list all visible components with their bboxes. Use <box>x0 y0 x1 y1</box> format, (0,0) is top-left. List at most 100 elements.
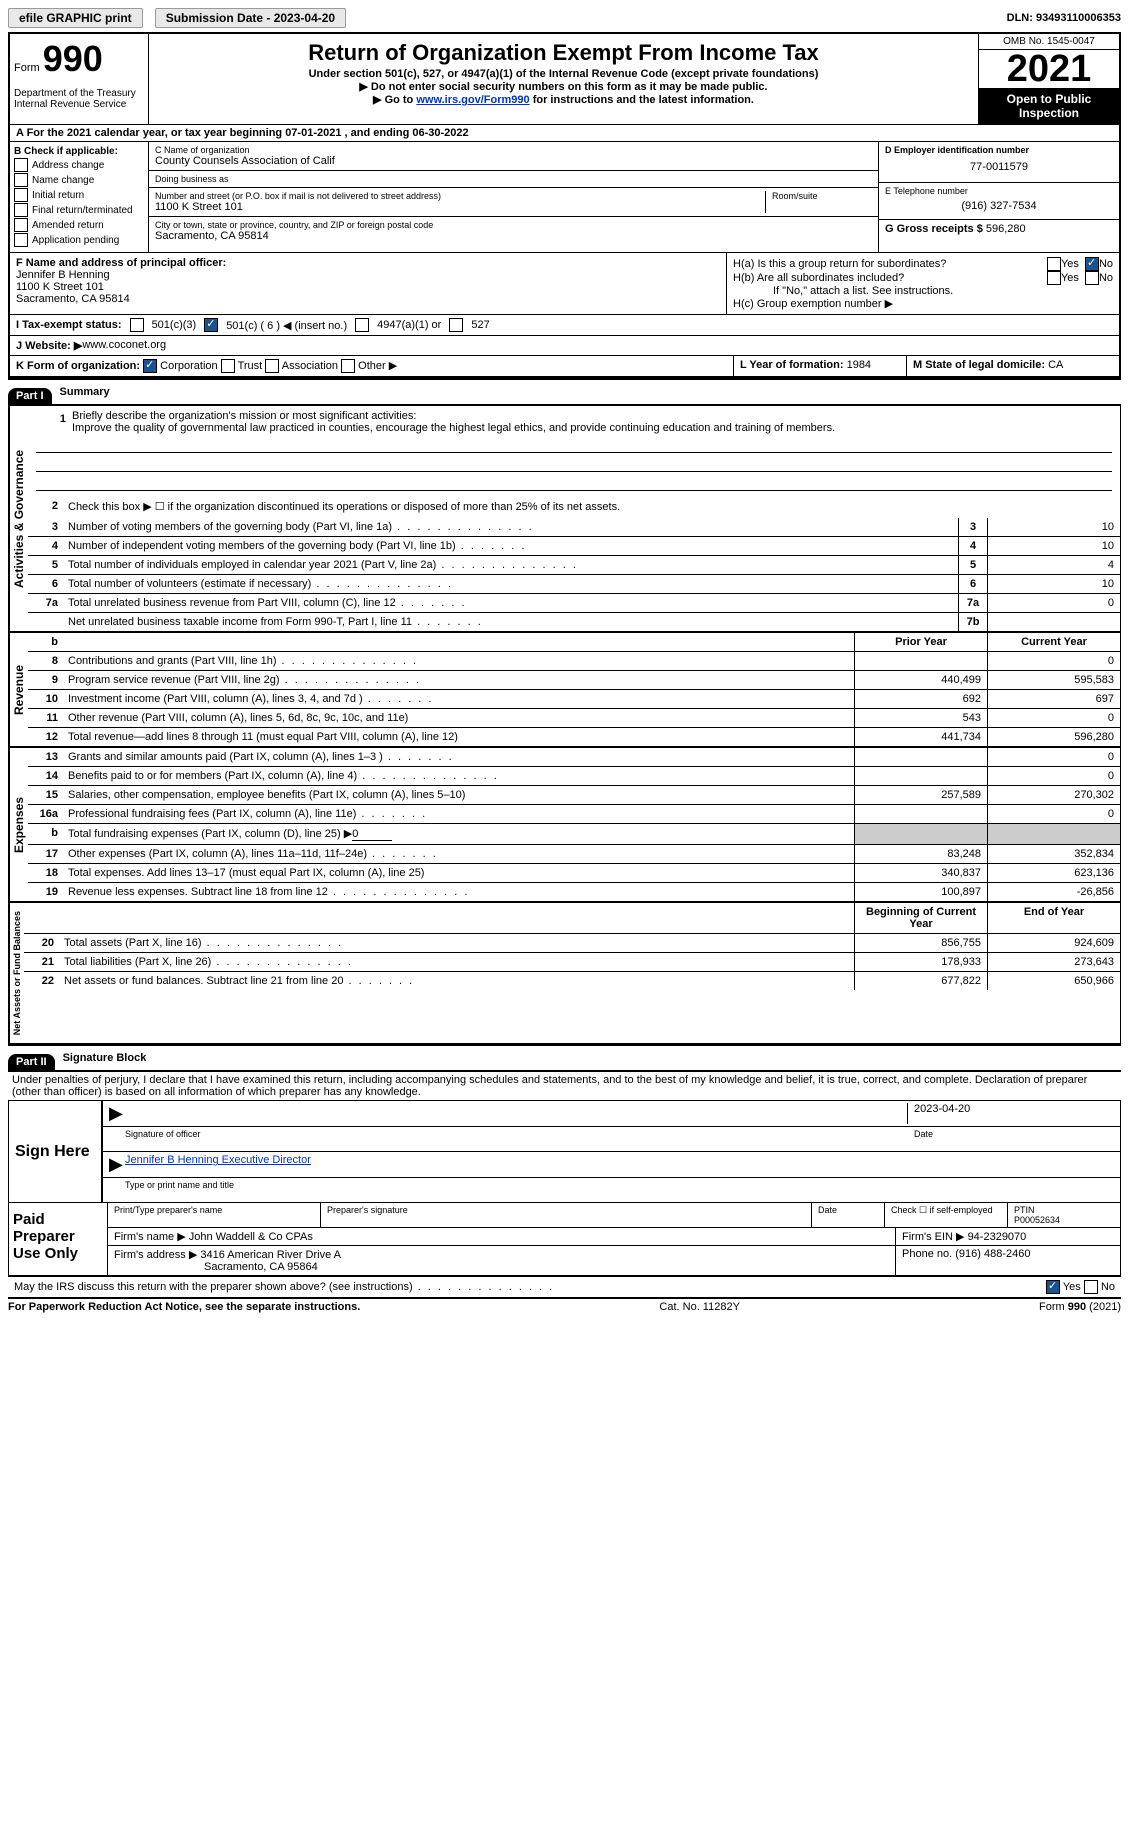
col-begin: Beginning of Current Year <box>854 903 987 933</box>
l14-prior <box>854 767 987 785</box>
header-bar: efile GRAPHIC print Submission Date - 20… <box>8 8 1121 28</box>
l16a-prior <box>854 805 987 823</box>
l14-desc: Benefits paid to or for members (Part IX… <box>64 767 854 785</box>
l6-box: 6 <box>958 575 987 593</box>
cb-initial-return[interactable] <box>14 188 28 202</box>
signer-name[interactable]: Jennifer B Henning Executive Director <box>125 1154 311 1166</box>
l16a-curr: 0 <box>987 805 1120 823</box>
part1-tag: Part I <box>8 388 52 404</box>
ha-label: H(a) Is this a group return for subordin… <box>733 258 1047 270</box>
l20-desc: Total assets (Part X, line 16) <box>60 934 854 952</box>
activities-section: Activities & Governance 1 Briefly descri… <box>8 404 1121 632</box>
l7a-box: 7a <box>958 594 987 612</box>
discuss-yes: Yes <box>1063 1281 1081 1293</box>
cb-527[interactable] <box>449 318 463 332</box>
l18-prior: 340,837 <box>854 864 987 882</box>
vlabel-netassets: Net Assets or Fund Balances <box>9 903 24 1043</box>
arrow-icon: ▶ <box>109 1154 125 1175</box>
discuss-no-cb[interactable] <box>1084 1280 1098 1294</box>
discuss-yes-cb[interactable] <box>1046 1280 1060 1294</box>
l15-prior: 257,589 <box>854 786 987 804</box>
l15-desc: Salaries, other compensation, employee b… <box>64 786 854 804</box>
signature-section: Sign Here ▶ 2023-04-20 Signature of offi… <box>8 1100 1121 1276</box>
vlabel-activities: Activities & Governance <box>9 406 28 631</box>
ha-no-cb[interactable] <box>1085 257 1099 271</box>
l16a-desc: Professional fundraising fees (Part IX, … <box>64 805 854 823</box>
cb-501c3[interactable] <box>130 318 144 332</box>
firm-addr-label: Firm's address ▶ <box>114 1249 197 1261</box>
l4-box: 4 <box>958 537 987 555</box>
cb-final-return[interactable] <box>14 203 28 217</box>
firm-ein: 94-2329070 <box>968 1231 1027 1243</box>
ptin-value: P00052634 <box>1014 1215 1060 1225</box>
city-value: Sacramento, CA 95814 <box>155 230 872 242</box>
l6-desc: Total number of volunteers (estimate if … <box>64 575 958 593</box>
col-prior: Prior Year <box>854 633 987 651</box>
cb-4947[interactable] <box>355 318 369 332</box>
warn-ssn: ▶ Do not enter social security numbers o… <box>157 80 970 93</box>
lbl-name-change: Name change <box>32 175 94 186</box>
ha-yes-cb[interactable] <box>1047 257 1061 271</box>
cb-corp[interactable] <box>143 359 157 373</box>
ha-no: No <box>1099 258 1113 270</box>
lbl-pending: Application pending <box>32 235 119 246</box>
irs-link[interactable]: www.irs.gov/Form990 <box>416 94 529 106</box>
l12-desc: Total revenue—add lines 8 through 11 (mu… <box>64 728 854 746</box>
cb-other[interactable] <box>341 359 355 373</box>
status-i-label: I Tax-exempt status: <box>16 319 122 331</box>
cb-amended[interactable] <box>14 218 28 232</box>
lbl-initial-return: Initial return <box>32 190 84 201</box>
l20-end: 924,609 <box>987 934 1120 952</box>
cb-address-change[interactable] <box>14 158 28 172</box>
lbl-final-return: Final return/terminated <box>32 205 133 216</box>
hb-yes: Yes <box>1061 272 1079 284</box>
l12-curr: 596,280 <box>987 728 1120 746</box>
l21-desc: Total liabilities (Part X, line 26) <box>60 953 854 971</box>
footer: For Paperwork Reduction Act Notice, see … <box>8 1297 1121 1313</box>
cb-pending[interactable] <box>14 233 28 247</box>
l7b-desc: Net unrelated business taxable income fr… <box>64 613 958 631</box>
officer-city: Sacramento, CA 95814 <box>16 293 720 305</box>
l18-desc: Total expenses. Add lines 13–17 (must eq… <box>64 864 854 882</box>
vlabel-revenue: Revenue <box>9 633 28 746</box>
firm-addr1: 3416 American River Drive A <box>200 1249 341 1261</box>
l21-begin: 178,933 <box>854 953 987 971</box>
subtitle: Under section 501(c), 527, or 4947(a)(1)… <box>157 68 970 80</box>
korg-label: K Form of organization: <box>16 360 140 372</box>
l5-desc: Total number of individuals employed in … <box>64 556 958 574</box>
efile-print-button[interactable]: efile GRAPHIC print <box>8 8 143 28</box>
cb-name-change[interactable] <box>14 173 28 187</box>
firm-name: John Waddell & Co CPAs <box>189 1231 313 1243</box>
l3-box: 3 <box>958 518 987 536</box>
room-label: Room/suite <box>772 191 872 201</box>
dba-label: Doing business as <box>155 174 872 184</box>
officer-street: 1100 K Street 101 <box>16 281 720 293</box>
cb-501c[interactable] <box>204 318 218 332</box>
l-value: 1984 <box>847 359 871 371</box>
entity-box: A For the 2021 calendar year, or tax yea… <box>8 124 1121 378</box>
vlabel-expenses: Expenses <box>9 748 28 901</box>
l19-prior: 100,897 <box>854 883 987 901</box>
l22-end: 650,966 <box>987 972 1120 990</box>
lbl-trust: Trust <box>238 360 263 372</box>
part2-title: Signature Block <box>55 1050 155 1066</box>
penalties-text: Under penalties of perjury, I declare th… <box>8 1070 1121 1100</box>
open-public: Open to Public Inspection <box>979 88 1119 124</box>
row-a-period: A For the 2021 calendar year, or tax yea… <box>10 125 1119 142</box>
l8-prior <box>854 652 987 670</box>
l5-box: 5 <box>958 556 987 574</box>
discuss-text: May the IRS discuss this return with the… <box>14 1281 554 1293</box>
main-title: Return of Organization Exempt From Incom… <box>157 40 970 66</box>
cb-trust[interactable] <box>221 359 235 373</box>
cb-assoc[interactable] <box>265 359 279 373</box>
col-current: Current Year <box>987 633 1120 651</box>
hb-yes-cb[interactable] <box>1047 271 1061 285</box>
l21-end: 273,643 <box>987 953 1120 971</box>
form-header: Form 990 Department of the Treasury Inte… <box>8 32 1121 124</box>
hb-no-cb[interactable] <box>1085 271 1099 285</box>
ptin-label: PTIN <box>1014 1205 1035 1215</box>
l3-val: 10 <box>987 518 1120 536</box>
l22-desc: Net assets or fund balances. Subtract li… <box>60 972 854 990</box>
lbl-address-change: Address change <box>32 160 104 171</box>
l16b-val: 0 <box>352 828 392 841</box>
